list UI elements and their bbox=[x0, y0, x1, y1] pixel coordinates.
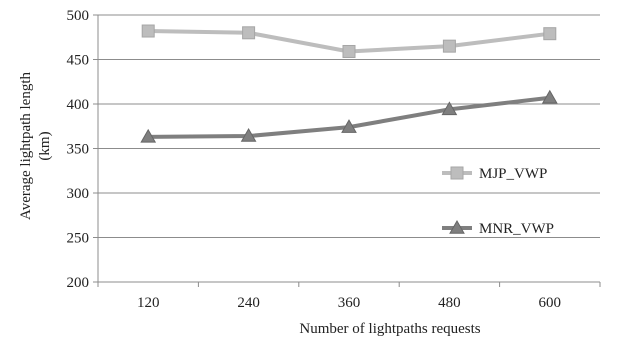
data-point-MJP_VWP-480 bbox=[442, 39, 456, 53]
data-point-MNR_VWP-360 bbox=[341, 119, 357, 133]
y-tick-labels: 200 250 300 350 400 450 500 bbox=[67, 8, 90, 291]
data-point-MNR_VWP-480 bbox=[441, 101, 458, 116]
x-axis-label: Number of lightpaths requests bbox=[299, 321, 480, 337]
data-point-MNR_VWP-240 bbox=[240, 128, 257, 142]
x-tick-label-600: 600 bbox=[539, 295, 562, 311]
legend-label-MJP_VWP: MJP_VWP bbox=[479, 166, 547, 182]
y-tick-label: 300 bbox=[67, 186, 90, 202]
data-point-MJP_VWP-240 bbox=[242, 26, 256, 40]
x-tick-label-240: 240 bbox=[237, 295, 260, 311]
series-group bbox=[140, 24, 558, 143]
y-axis-label-line-1: Average lightpath length bbox=[18, 72, 34, 221]
y-tick-label: 350 bbox=[67, 142, 90, 158]
x-tick-labels: 120 240 360 480 600 bbox=[137, 295, 561, 311]
data-point-MNR_VWP-120 bbox=[140, 128, 157, 143]
data-point-MJP_VWP-600 bbox=[543, 27, 557, 41]
data-point-MJP_VWP-120 bbox=[141, 24, 155, 38]
y-tick-label: 500 bbox=[67, 8, 90, 24]
legend: MJP_VWP MNR_VWP bbox=[442, 166, 554, 237]
x-tick-label-120: 120 bbox=[137, 295, 160, 311]
legend-marker-MJP_VWP bbox=[450, 166, 464, 180]
y-axis-label-line-2: (km) bbox=[37, 131, 53, 160]
legend-label-MNR_VWP: MNR_VWP bbox=[479, 221, 554, 237]
y-tick-label: 250 bbox=[67, 231, 90, 247]
y-tick-label: 450 bbox=[67, 53, 90, 69]
y-tick-label: 200 bbox=[67, 275, 90, 291]
y-tick-label: 400 bbox=[67, 97, 90, 113]
x-tick-label-360: 360 bbox=[338, 295, 361, 311]
axes bbox=[93, 14, 601, 287]
data-point-MJP_VWP-360 bbox=[342, 44, 356, 58]
data-point-MNR_VWP-600 bbox=[541, 89, 558, 104]
legend-marker-MNR_VWP bbox=[449, 219, 465, 234]
gridlines bbox=[98, 14, 600, 283]
y-axis-label-group: Average lightpath length (km) bbox=[18, 72, 53, 221]
x-tick-label-480: 480 bbox=[438, 295, 461, 311]
